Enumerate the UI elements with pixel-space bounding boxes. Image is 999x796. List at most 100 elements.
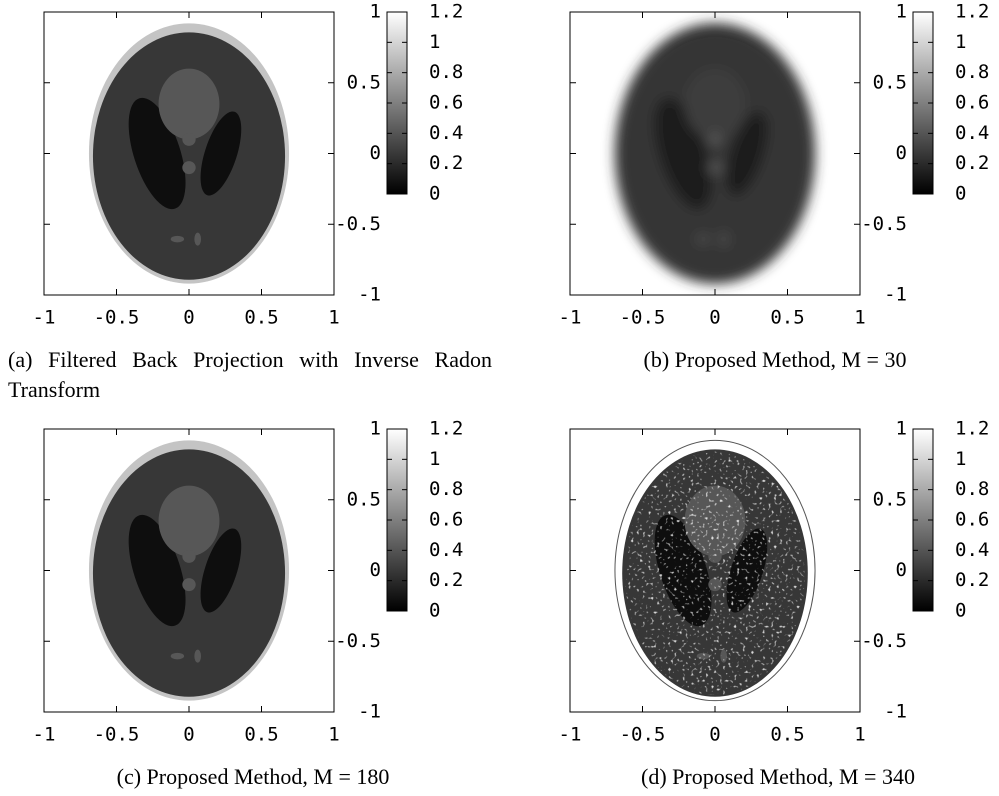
colorbar-label: 1.2 xyxy=(955,1,989,23)
x-tick-label: 0.5 xyxy=(244,724,278,746)
spot xyxy=(171,236,184,243)
image xyxy=(89,440,289,700)
noise xyxy=(625,452,805,695)
colorbar-label: 0.8 xyxy=(955,478,989,500)
x-tick-label: 0.5 xyxy=(770,724,804,746)
top-region xyxy=(685,69,746,140)
spot xyxy=(194,650,201,663)
y-tick-label: -0.5 xyxy=(861,630,907,652)
y-tick-label: -1 xyxy=(884,284,907,306)
colorbar-label: 0.2 xyxy=(955,152,989,174)
colorbar-label: 0.2 xyxy=(429,569,463,591)
y-tick-label: -0.5 xyxy=(861,213,907,235)
x-tick-label: -0.5 xyxy=(94,307,140,329)
image xyxy=(615,23,815,283)
y-tick-label: 0.5 xyxy=(347,488,381,510)
colorbar-label: 0.2 xyxy=(429,152,463,174)
colorbar-label: 0 xyxy=(429,600,440,622)
x-tick-label: 0.5 xyxy=(244,307,278,329)
panel: -1 -0.5 0 0.5 1 -1 -0.5 0 0.5 1 0 0.2 0.4 0.6 0.8 1 1.2 xyxy=(33,418,464,746)
phantom-image xyxy=(89,23,289,283)
x-tick-label: -1 xyxy=(559,724,582,746)
x-tick-label: 0.5 xyxy=(770,307,804,329)
colorbar-label: 1 xyxy=(955,448,966,470)
spot xyxy=(171,653,184,660)
top-region xyxy=(159,69,220,140)
x-tick-label: 0 xyxy=(709,307,720,329)
y-tick-label: 0.5 xyxy=(873,71,907,93)
colorbar-label: 0.2 xyxy=(955,569,989,591)
y-tick-label: -1 xyxy=(358,701,381,723)
x-tick-label: 1 xyxy=(854,724,865,746)
panel: -1 -0.5 0 0.5 1 -1 -0.5 0 0.5 1 0 0.2 0.4 0.6 0.8 1 1.2 xyxy=(559,418,990,746)
colorbar-label: 0.6 xyxy=(429,509,463,531)
colorbar-label: 0.6 xyxy=(955,92,989,114)
caption: (c) Proposed Method, M = 180 xyxy=(30,762,476,792)
panel: -1 -0.5 0 0.5 1 -1 -0.5 0 0.5 1 0 0.2 0.4 0.6 0.8 1 1.2 xyxy=(559,1,990,329)
caption: (d) Proposed Method, M = 340 xyxy=(560,762,996,792)
colorbar-label: 0.8 xyxy=(955,61,989,83)
spot xyxy=(708,133,721,146)
x-tick-label: 1 xyxy=(854,307,865,329)
colorbar-label: 0.8 xyxy=(429,61,463,83)
phantom-image xyxy=(89,440,289,700)
y-tick-label: -0.5 xyxy=(335,630,381,652)
x-tick-label: 0 xyxy=(183,307,194,329)
colorbar-label: 0.4 xyxy=(955,122,989,144)
colorbar-label: 1.2 xyxy=(429,418,463,440)
y-tick-label: 0.5 xyxy=(347,71,381,93)
colorbar-label: 0.8 xyxy=(429,478,463,500)
y-tick-label: 0 xyxy=(370,142,381,164)
colorbar-label: 0.4 xyxy=(429,539,463,561)
colorbar-label: 1.2 xyxy=(429,1,463,23)
spot xyxy=(182,133,195,146)
y-tick-label: 1 xyxy=(370,418,381,440)
y-tick-label: -1 xyxy=(358,284,381,306)
spot xyxy=(182,550,195,563)
x-tick-label: 0 xyxy=(183,724,194,746)
colorbar-label: 0.4 xyxy=(429,122,463,144)
colorbar-label: 0 xyxy=(955,183,966,205)
colorbar-label: 0.6 xyxy=(429,92,463,114)
y-tick-label: 1 xyxy=(896,1,907,23)
x-tick-label: -0.5 xyxy=(94,724,140,746)
y-tick-label: 0.5 xyxy=(873,488,907,510)
colorbar-label: 1.2 xyxy=(955,418,989,440)
phantom-image xyxy=(615,23,815,283)
figure: -1-0.500.51-1-0.500.5100.20.40.60.811.2-… xyxy=(0,0,999,796)
y-tick-label: 0 xyxy=(370,559,381,581)
x-tick-label: 0 xyxy=(709,724,720,746)
colorbar-label: 0 xyxy=(429,183,440,205)
colorbar-label: 0.4 xyxy=(955,539,989,561)
x-tick-label: 1 xyxy=(328,307,339,329)
spot xyxy=(720,233,727,246)
x-tick-label: -0.5 xyxy=(620,724,666,746)
colorbar-label: 0 xyxy=(955,600,966,622)
caption: (b) Proposed Method, M = 30 xyxy=(560,345,990,375)
x-tick-label: -1 xyxy=(559,307,582,329)
y-tick-label: 1 xyxy=(370,1,381,23)
y-tick-label: 0 xyxy=(896,142,907,164)
colorbar-label: 0.6 xyxy=(955,509,989,531)
x-tick-label: -1 xyxy=(33,724,56,746)
y-tick-label: -1 xyxy=(884,701,907,723)
y-tick-label: 0 xyxy=(896,559,907,581)
spot xyxy=(708,161,721,174)
spot xyxy=(182,161,195,174)
y-tick-label: -0.5 xyxy=(335,213,381,235)
x-tick-label: -0.5 xyxy=(620,307,666,329)
x-tick-label: 1 xyxy=(328,724,339,746)
image xyxy=(615,440,815,700)
y-tick-label: 1 xyxy=(896,418,907,440)
spot xyxy=(194,233,201,246)
phantom-image xyxy=(615,440,815,700)
colorbar-label: 1 xyxy=(429,31,440,53)
spot xyxy=(697,236,710,243)
top-region xyxy=(159,486,220,557)
spot xyxy=(182,578,195,591)
colorbar-label: 1 xyxy=(429,448,440,470)
image xyxy=(89,23,289,283)
colorbar-label: 1 xyxy=(955,31,966,53)
caption: (a) Filtered Back Projection with Invers… xyxy=(8,345,492,405)
